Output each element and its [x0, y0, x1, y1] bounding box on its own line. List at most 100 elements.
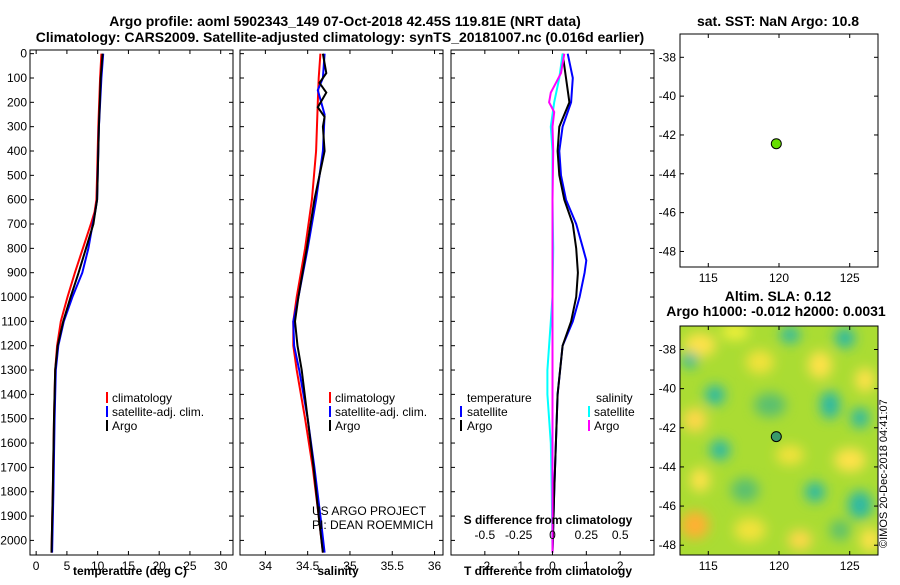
- temperature-x-ticks: 0 5 10 15 20 25 30: [33, 50, 228, 573]
- temperature-panel: [29, 49, 234, 556]
- y-tick-label: -42: [659, 128, 677, 142]
- salinity-lines: [292, 53, 328, 553]
- timestamp-stamp: ©IMOS 20-Dec-2018 04:41:07: [878, 399, 890, 548]
- x-tick-label: 120: [769, 559, 789, 573]
- y-tick-label: -40: [659, 382, 677, 396]
- x-tick-label: 30: [214, 559, 228, 573]
- depth-tick-label: 1800: [0, 485, 27, 499]
- salinity-legend: climatology satellite-adj. clim. Argo: [329, 391, 427, 433]
- y-tick-label: -48: [659, 244, 677, 258]
- salinity-x-label: salinity: [317, 564, 359, 578]
- difference-x-label: T difference from climatology: [464, 564, 632, 578]
- depth-tick-label: 1600: [0, 436, 27, 450]
- legend-climatology: climatology: [112, 391, 172, 405]
- legend-climatology: climatology: [335, 391, 395, 405]
- title-line-1: Argo profile: aoml 5902343_149 07-Oct-20…: [109, 13, 581, 29]
- depth-tick-label: 1000: [0, 290, 27, 304]
- x-tick-label: -2: [479, 559, 490, 573]
- x-tick-label: 2: [617, 559, 624, 573]
- depth-tick-label: 900: [7, 266, 27, 280]
- series-line-s-argo: [548, 53, 566, 553]
- s-tick-label: 0.25: [575, 528, 599, 542]
- x-tick-label: 34.5: [296, 559, 320, 573]
- x-tick-label: 125: [840, 559, 860, 573]
- title-line-2: Climatology: CARS2009. Satellite-adjuste…: [36, 29, 644, 45]
- y-tick-label: -46: [659, 206, 677, 220]
- depth-tick-label: 500: [7, 168, 27, 182]
- legend-s-argo: Argo: [594, 419, 620, 433]
- altimetry-ticks: 115 120 125 -38 -40 -42 -44 -46 -48: [659, 326, 878, 573]
- x-tick-label: 15: [122, 559, 136, 573]
- x-tick-label: 115: [699, 271, 718, 285]
- credit-line-2: PI: DEAN ROEMMICH: [312, 518, 433, 532]
- x-tick-label: 35: [343, 559, 357, 573]
- salinity-difference-ticks: -0.5 -0.25 0 0.25 0.5: [474, 528, 628, 542]
- depth-tick-label: 400: [7, 144, 27, 158]
- altimetry-heatmap: [680, 326, 878, 555]
- x-tick-label: 10: [91, 559, 105, 573]
- depth-tick-label: 600: [7, 193, 27, 207]
- x-tick-label: 115: [699, 559, 718, 573]
- x-tick-label: 1: [583, 559, 590, 573]
- depth-tick-label: 700: [7, 217, 27, 231]
- depth-axis: 0 100 200 300 400 500 600 700 800 900 1000 1100 1200…: [0, 47, 654, 547]
- y-tick-label: -46: [659, 499, 677, 513]
- x-tick-label: -1: [513, 559, 524, 573]
- difference-lines: [546, 53, 588, 553]
- legend-t-satellite: satellite: [467, 405, 508, 419]
- depth-tick-label: 1900: [0, 509, 27, 523]
- depth-tick-label: 1500: [0, 412, 27, 426]
- s-tick-label: 0: [549, 528, 556, 542]
- depth-tick-label: 300: [7, 120, 27, 134]
- s-tick-label: -0.5: [474, 528, 495, 542]
- y-tick-label: -38: [659, 50, 677, 64]
- s-tick-label: -0.25: [505, 528, 533, 542]
- location-ticks: 115 120 125 -38 -40 -42 -44 -46 -48: [659, 34, 878, 285]
- legend-satellite: satellite-adj. clim.: [112, 405, 204, 419]
- salinity-x-ticks: 34 34.5 35 35.5 36: [259, 50, 442, 573]
- x-tick-label: 0: [549, 559, 556, 573]
- series-line-t-satellite: [551, 53, 588, 553]
- s-difference-label: S difference from climatology: [464, 513, 633, 527]
- difference-legend: temperature satellite Argo salinity sate…: [460, 391, 635, 433]
- x-tick-label: 36: [428, 559, 442, 573]
- salinity-panel: [239, 49, 444, 556]
- series-line-satellite-adj.-clim.: [51, 53, 105, 553]
- legend-argo: Argo: [112, 419, 138, 433]
- series-line-argo: [50, 53, 104, 553]
- legend-argo: Argo: [335, 419, 361, 433]
- legend-satellite: satellite-adj. clim.: [335, 405, 427, 419]
- legend-s-satellite: satellite: [594, 405, 635, 419]
- series-line-argo: [293, 53, 328, 553]
- depth-tick-label: 1300: [0, 363, 27, 377]
- depth-tick-label: 1200: [0, 339, 27, 353]
- location-title: sat. SST: NaN Argo: 10.8: [697, 13, 859, 29]
- depth-tick-label: 0: [20, 47, 27, 61]
- x-tick-label: 25: [183, 559, 197, 573]
- difference-x-ticks: -2 -1 0 1 2: [479, 50, 624, 573]
- temperature-lines: [50, 53, 105, 553]
- depth-tick-label: 1700: [0, 460, 27, 474]
- y-tick-label: -48: [659, 538, 677, 552]
- y-tick-label: -40: [659, 89, 677, 103]
- argo-location-marker: [770, 138, 782, 150]
- y-tick-label: -42: [659, 421, 677, 435]
- series-line-t-argo: [551, 53, 579, 553]
- legend-temperature-title: temperature: [467, 391, 532, 405]
- credit-line-1: US ARGO PROJECT: [312, 504, 427, 518]
- depth-tick-label: 2000: [0, 533, 27, 547]
- depth-tick-label: 1100: [1, 314, 27, 328]
- depth-tick-label: 1400: [0, 387, 27, 401]
- x-tick-label: 34: [259, 559, 273, 573]
- legend-t-argo: Argo: [467, 419, 493, 433]
- x-tick-label: 5: [64, 559, 71, 573]
- location-map: [679, 33, 879, 268]
- s-tick-label: 0.5: [612, 528, 629, 542]
- depth-tick-label: 200: [7, 95, 27, 109]
- y-tick-label: -38: [659, 342, 677, 356]
- temperature-legend: climatology satellite-adj. clim. Argo: [106, 391, 204, 433]
- depth-tick-label: 800: [7, 241, 27, 255]
- depth-tick-label: 100: [7, 71, 27, 85]
- argo-altimetry-marker: [770, 431, 782, 443]
